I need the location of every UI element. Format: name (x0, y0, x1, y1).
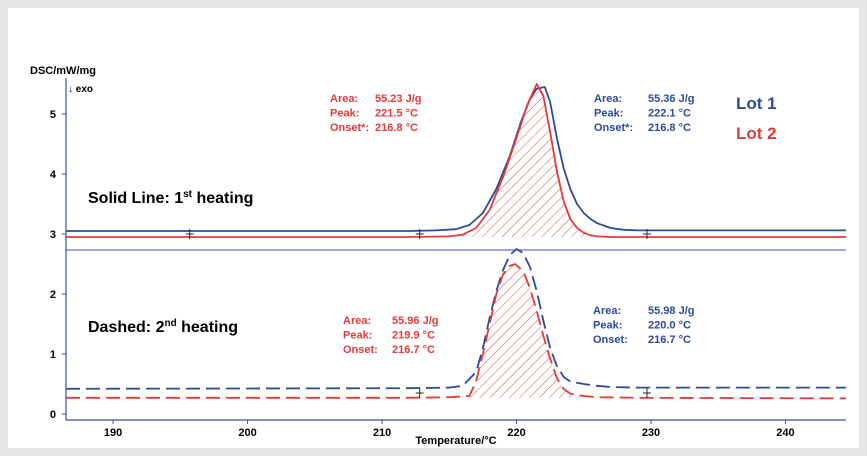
x-axis-label: Temperature/°C (415, 435, 496, 447)
peak-area-hatch (462, 84, 611, 237)
annotation-label: Area: (594, 93, 622, 105)
y-tick-label: 2 (50, 289, 56, 301)
annotation-value: 216.7 °C (392, 344, 435, 356)
annotation-label: Onset: (343, 344, 378, 356)
annotation-label: Area: (593, 305, 621, 317)
annotation-value: 219.9 °C (392, 330, 435, 342)
annotation-value: 55.98 J/g (648, 305, 694, 317)
annotation-label: Peak: (343, 330, 372, 342)
annotation-value: 221.5 °C (375, 108, 418, 120)
series-line-lot1-heating2 (65, 248, 846, 390)
annotation-value: 216.7 °C (648, 334, 691, 346)
x-tick-label: 210 (373, 427, 391, 439)
annotation-value: 222.1 °C (648, 108, 691, 120)
peak-area-fills (462, 84, 611, 398)
y-axis-label: DSC/mW/mg (30, 65, 96, 77)
y-tick-label: 0 (50, 409, 56, 421)
annotation-value: 220.0 °C (648, 320, 691, 332)
annotation-label: Onset*: (330, 122, 369, 134)
series-lines (65, 83, 847, 400)
y-ticks: 0 1 2 3 4 5 (50, 109, 66, 421)
integration-markers (185, 229, 651, 398)
dsc-chart: 0 1 2 3 4 5 190 200 210 220 230 240 DSC/mW/mg ↓ ex… (30, 65, 847, 447)
annotation-label: Onset: (593, 334, 628, 346)
x-tick-label: 240 (776, 427, 794, 439)
series-line-lot1-heating1 (66, 86, 846, 232)
annotation-value: 216.8 °C (648, 122, 691, 134)
y-tick-label: 1 (50, 349, 56, 361)
legend-solid-heating: Solid Line: 1st heating (88, 189, 253, 207)
legend-dashed-heating: Dashed: 2nd heating (88, 318, 238, 336)
x-ticks: 190 200 210 220 230 240 (104, 420, 795, 439)
annotation-value: 55.36 J/g (648, 93, 694, 105)
x-tick-label: 200 (238, 427, 256, 439)
series-line-lot2-heating1 (66, 83, 846, 238)
annotation-label: Peak: (593, 320, 622, 332)
annotation-label: Area: (330, 93, 358, 105)
annotation-label: Area: (343, 315, 371, 327)
annotation-label: Onset*: (594, 122, 633, 134)
annotation-label: Peak: (330, 108, 359, 120)
chart-panel: 0 1 2 3 4 5 190 200 210 220 230 240 DSC/mW/mg ↓ ex… (8, 8, 859, 448)
annotation-value: 55.96 J/g (392, 315, 438, 327)
y-tick-label: 4 (50, 169, 57, 181)
peak-annotations: Area: 55.23 J/g Peak: 221.5 °C Onset*: 216.8 … (330, 93, 694, 356)
peak-area-hatch (469, 264, 598, 398)
x-tick-label: 190 (104, 427, 122, 439)
annotation-label: Peak: (594, 108, 623, 120)
y-tick-label: 5 (50, 109, 56, 121)
x-tick-label: 220 (507, 427, 525, 439)
x-tick-label: 230 (642, 427, 660, 439)
annotation-value: 55.23 J/g (375, 93, 421, 105)
axes: 0 1 2 3 4 5 190 200 210 220 230 240 (50, 78, 846, 439)
legend-lot1: Lot 1 (736, 94, 777, 113)
y-tick-label: 3 (50, 229, 56, 241)
annotation-value: 216.8 °C (375, 122, 418, 134)
legend-lot2: Lot 2 (736, 124, 777, 143)
exo-label: ↓ exo (68, 84, 93, 95)
